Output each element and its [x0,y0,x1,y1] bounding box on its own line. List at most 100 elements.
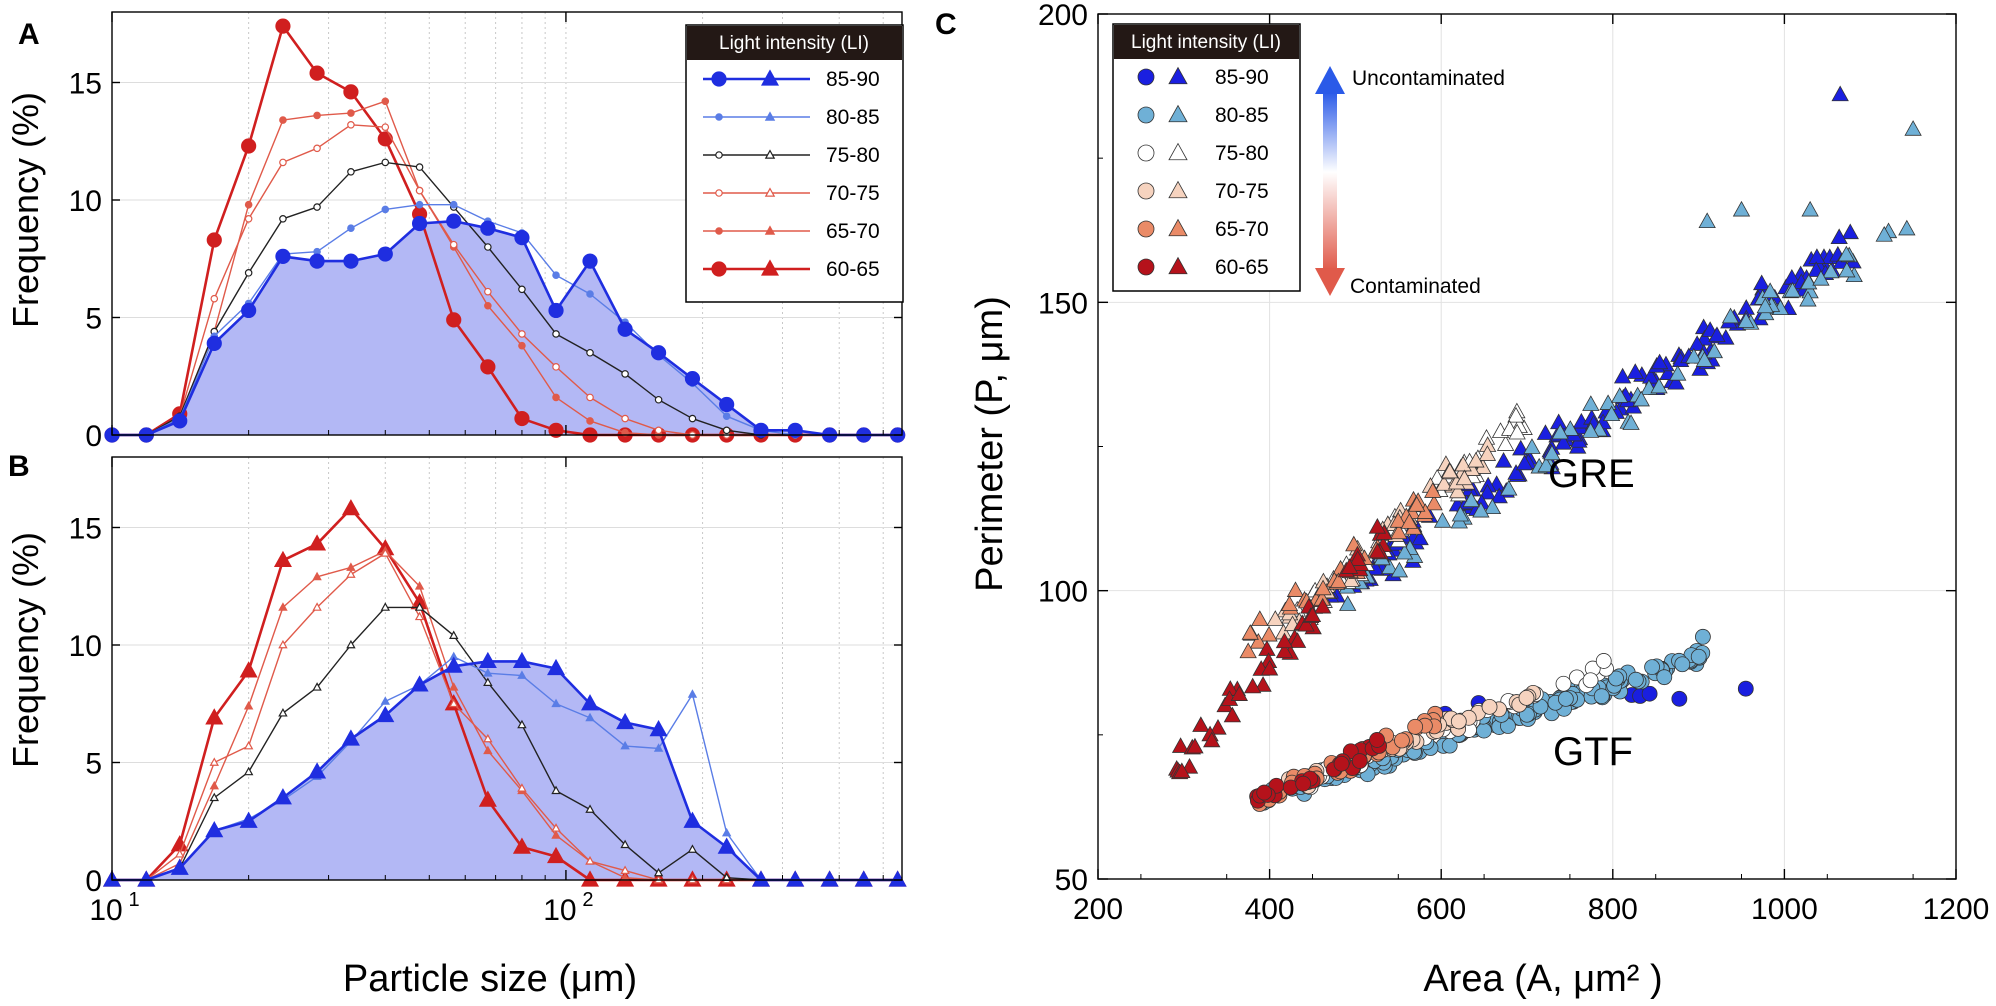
panel-c-point-gre-80-85 [1799,290,1817,307]
panel-c-point-gre-80-85 [1783,281,1802,298]
panel-a-point [480,220,496,236]
panel-c: 200 400 600 800 1000 1200 50 100 150 200 [1038,0,1989,926]
panel-c-point-gre-65-70 [1329,572,1348,589]
arrow-top-label: Uncontaminated [1352,67,1505,90]
panel-a-point [241,302,257,319]
panel-c-point-gre-80-85 [1650,377,1668,394]
panel-a-point [480,359,496,375]
panel-a-point [552,363,560,371]
panel-b-xtick-label: 10 [89,894,122,927]
legend-a-label-60-65: 60-65 [826,258,880,281]
panel-c-point-gre-65-70 [1425,494,1443,511]
panel-c-point-gre-75-80 [1507,406,1525,423]
panel-a-ytick-label: 5 [85,303,102,336]
legend-c-circle-65-70 [1137,220,1155,238]
panel-b-point [585,804,595,813]
panel-c-point-gre-70-75 [1266,610,1284,626]
legend-a-label-65-70: 65-70 [826,220,880,243]
panel-b-point [616,712,635,730]
panel-a-point [621,370,629,378]
arrow-bottom-label: Contaminated [1350,275,1481,298]
panel-b-point [414,581,425,590]
panel-b-point [341,499,360,516]
panel-b-point [273,550,292,568]
panel-a-point [586,393,594,402]
panel-b-point [683,811,702,828]
panel-a-point [347,121,355,129]
panel-a-ytick-label: 10 [69,185,102,218]
panel-b-frame [111,456,903,881]
panel-a-point [381,123,390,131]
panel-b-point [512,651,531,669]
panel-c-point-gre-85-90 [1841,223,1859,240]
panel-b-point [517,719,527,729]
panel-a-point [688,414,697,423]
panel-b-point [410,675,429,692]
panel-a-point [172,413,188,429]
panel-c-point-gre-80-85 [1705,342,1724,359]
panel-a-point [621,414,629,423]
panel-b-point [547,846,566,864]
panel-c-point-gre-80-85 [1451,505,1470,522]
panel-c-point-gtf-75-80 [1582,672,1599,689]
panel-a-point [381,97,390,106]
panel-c-point-gre-80-85 [1380,558,1399,575]
panel-c-point-gre-60-65 [1303,606,1322,622]
legend-c-triangle-65-70 [1168,218,1188,237]
panel-c-point-gre-60-65 [1254,676,1272,692]
panel-a-point [446,312,462,328]
panel-c-point-gre-80-85 [1581,422,1600,438]
panel-a-point [722,412,731,421]
panel-c-point-gre-85-90 [1411,529,1429,546]
panel-b-point [380,548,391,557]
panel-b-point [581,870,600,887]
panel-c-point-gre-60-65 [1297,615,1315,632]
panel-a-point [484,243,492,251]
panel-c-point-gre-85-90 [1490,487,1508,504]
panel-b-ytick-label: 0 [85,865,102,898]
panel-b-point [205,708,224,725]
panel-b-point [278,639,288,649]
panel-a: 0 5 10 15 [69,11,906,453]
legend-a: Light intensity (LI) 85-90 80-85 75-80 70-7… [685,24,904,303]
panel-a-point [415,186,424,195]
panel-c-point-gtf-80-85 [1644,659,1660,675]
legend-c-triangle-70-75 [1168,180,1188,199]
legend-c-label-80-85: 80-85 [1215,104,1269,127]
panel-a-point [518,330,526,338]
legend-c-circle-60-65 [1137,258,1155,276]
panel-b-point [551,785,561,795]
panel-a-point [244,215,253,223]
legend-a-label-85-90: 85-90 [826,68,880,91]
panel-a-point [617,321,633,337]
legend-c-label-60-65: 60-65 [1215,256,1269,279]
panel-c-point-gre-70-75 [1454,455,1472,472]
panel-c-point-gtf-65-70 [1394,732,1410,749]
legend-c: Light intensity (LI) 85-90 80-85 75-80 70-7… [1112,23,1301,292]
panel-c-point-gre-60-65 [1368,542,1387,559]
panel-c-point-gre-80-85 [1669,364,1687,381]
panel-c-ytick-label: 150 [1038,287,1088,320]
panel-a-point [449,240,458,249]
panel-b-point [414,611,425,621]
panel-c-ytick-label: 200 [1038,0,1088,32]
panel-c-point-gre-85-90 [1507,464,1525,480]
panel-c-point-gre-65-70 [1314,579,1332,596]
panel-c-xtick-label: 200 [1073,893,1123,926]
panel-b-point [483,668,493,677]
panel-c-outlier-gtf-85-90 [1737,680,1754,697]
panel-c-point-gre-80-85 [1685,347,1703,364]
panel-c-point-gre-60-65 [1288,632,1307,648]
panel-c-point-gre-85-90 [1667,373,1685,390]
legend-c-circle-80-85 [1137,106,1155,124]
panel-b-point [278,708,288,717]
panel-b-point [820,870,839,887]
panel-c-point-gtf-75-80 [1595,653,1612,669]
panel-c-point-gre-85-90 [1650,353,1669,370]
panel-a-point [518,285,526,294]
legend-a-triangle-70-75 [764,187,776,197]
panel-c-point-gre-80-85 [1812,269,1830,286]
y-axis-label-a: Frequency (%) [5,92,46,328]
panel-c-point-gre-85-90 [1626,363,1644,379]
